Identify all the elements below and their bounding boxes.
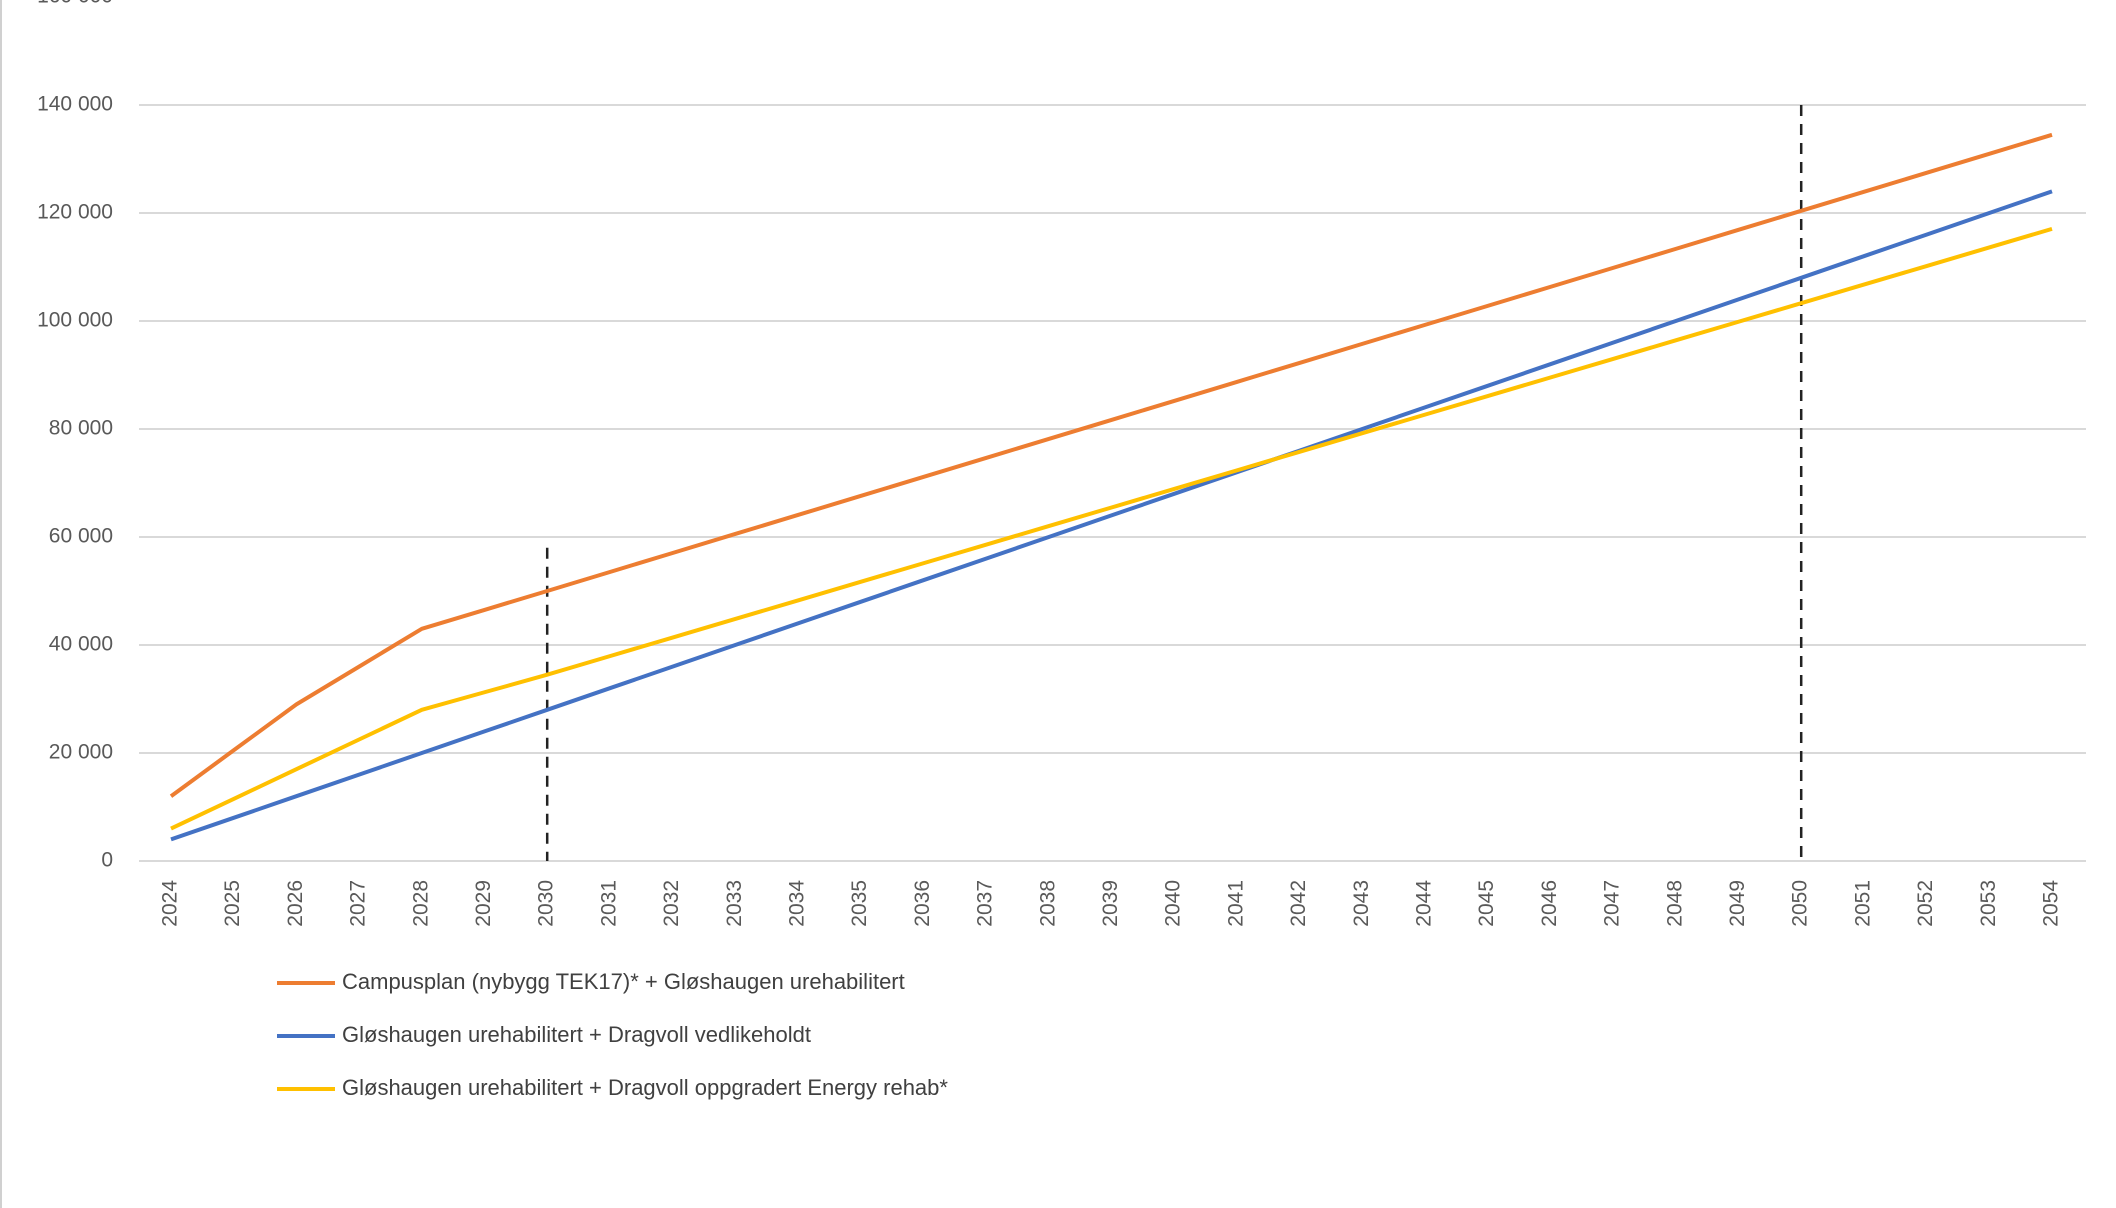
y-tick-label: 0 — [101, 849, 113, 872]
x-tick-label: 2044 — [1413, 880, 1436, 927]
x-tick-label: 2038 — [1036, 880, 1059, 927]
legend-label: Campusplan (nybygg TEK17)* + Gløshaugen … — [342, 969, 905, 994]
x-tick-label: 2046 — [1538, 880, 1561, 927]
y-tick-label: 100 000 — [37, 309, 113, 332]
x-tick-label: 2031 — [597, 880, 620, 927]
series-line — [169, 132, 2053, 798]
legend: Campusplan (nybygg TEK17)* + Gløshaugen … — [277, 969, 948, 1100]
x-tick-label: 2041 — [1224, 880, 1247, 927]
x-tick-label: 2040 — [1162, 880, 1185, 927]
y-tick-label: 60 000 — [49, 525, 113, 548]
x-tick-label: 2035 — [848, 880, 871, 927]
x-tick-label: 2025 — [221, 880, 244, 927]
x-tick-label: 2049 — [1726, 880, 1749, 927]
x-tick-label: 2047 — [1601, 880, 1624, 927]
y-tick-label: 140 000 — [37, 93, 113, 116]
x-tick-label: 2050 — [1789, 880, 1812, 927]
x-tick-label: 2045 — [1475, 880, 1498, 927]
x-tick-label: 2043 — [1350, 880, 1373, 927]
x-tick-label: 2053 — [1977, 880, 2000, 927]
x-tick-label: 2033 — [723, 880, 746, 927]
y-tick-label: 20 000 — [49, 741, 113, 764]
legend-label: Gløshaugen urehabilitert + Dragvoll vedl… — [342, 1022, 811, 1047]
x-tick-label: 2026 — [284, 880, 307, 927]
legend-label: Gløshaugen urehabilitert + Dragvoll oppg… — [342, 1075, 948, 1100]
y-tick-label: 80 000 — [49, 417, 113, 440]
x-tick-label: 2028 — [409, 880, 432, 927]
x-tick-label: 2027 — [347, 880, 370, 927]
x-tick-label: 2051 — [1851, 880, 1874, 927]
x-tick-label: 2034 — [786, 880, 809, 927]
x-tick-label: 2024 — [159, 880, 182, 927]
x-tick-label: 2037 — [974, 880, 997, 927]
x-tick-label: 2042 — [1287, 880, 1310, 927]
y-tick-label: 160 000 — [37, 0, 113, 8]
series-line — [170, 189, 2053, 842]
x-tick-label: 2029 — [472, 880, 495, 927]
x-tick-label: 2032 — [660, 880, 683, 927]
x-tick-label: 2036 — [911, 880, 934, 927]
x-tick-label: 2039 — [1099, 880, 1122, 927]
x-tick-label: 2030 — [535, 880, 558, 927]
x-tick-label: 2054 — [2040, 880, 2063, 927]
y-tick-label: 40 000 — [49, 633, 113, 656]
y-tick-label: 120 000 — [37, 201, 113, 224]
series-line — [170, 226, 2053, 831]
x-tick-label: 2052 — [1914, 880, 1937, 927]
x-tick-label: 2048 — [1663, 880, 1686, 927]
